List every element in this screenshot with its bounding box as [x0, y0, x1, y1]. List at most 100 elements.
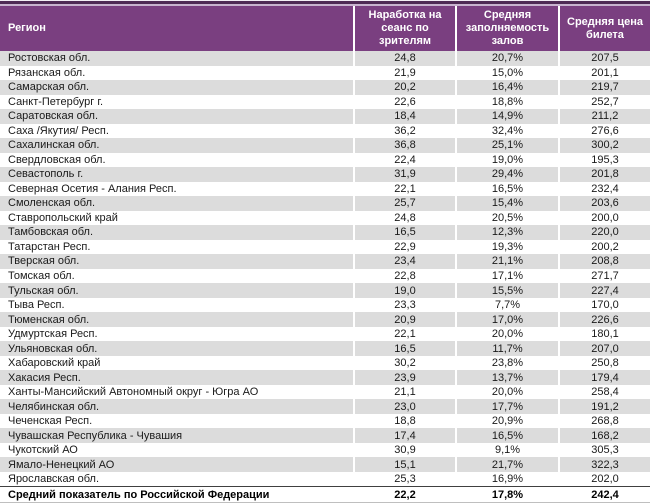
table-row: Хабаровский край 30,2 23,8% 250,8	[0, 355, 650, 371]
ticket-price-cell: 208,8	[558, 254, 650, 269]
region-cell: Тюменская обл.	[0, 312, 353, 327]
occupancy-cell: 9,1%	[455, 442, 558, 458]
viewers-per-session-cell: 30,9	[353, 442, 455, 458]
occupancy-cell: 16,5%	[455, 428, 558, 443]
occupancy-cell: 16,5%	[455, 181, 558, 197]
summary-occupancy-value: 17,8%	[455, 487, 558, 502]
occupancy-cell: 19,3%	[455, 239, 558, 255]
table-row: Челябинская обл. 23,0 17,7% 191,2	[0, 399, 650, 414]
region-cell: Тамбовская обл.	[0, 225, 353, 240]
viewers-per-session-cell: 22,6	[353, 94, 455, 110]
viewers-per-session-cell: 23,9	[353, 370, 455, 385]
viewers-per-session-cell: 18,8	[353, 413, 455, 429]
table-body: Ростовская обл. 24,8 20,7% 207,5 Рязанск…	[0, 51, 650, 503]
region-cell: Саратовская обл.	[0, 109, 353, 124]
table-row: Томская обл. 22,8 17,1% 271,7	[0, 268, 650, 284]
occupancy-cell: 23,8%	[455, 355, 558, 371]
column-header-ticket-price: Средняя цена билета	[558, 6, 650, 51]
region-cell: Чукотский АО	[8, 444, 78, 457]
viewers-per-session-cell: 22,1	[353, 181, 455, 197]
viewers-per-session-cell: 19,0	[353, 283, 455, 298]
table-row: Тюменская обл. 20,9 17,0% 226,6	[0, 312, 650, 327]
viewers-per-session-cell: 25,3	[353, 471, 455, 487]
table-row: Чеченская Респ. 18,8 20,9% 268,8	[0, 413, 650, 429]
viewers-per-session-cell: 24,8	[353, 51, 455, 66]
viewers-per-session-cell: 22,1	[353, 326, 455, 342]
occupancy-cell: 25,1%	[455, 138, 558, 153]
table-row: Чувашская Республика - Чувашия 17,4 16,5…	[0, 428, 650, 443]
region-cell: Сахалинская обл.	[0, 138, 353, 153]
viewers-per-session-cell: 23,4	[353, 254, 455, 269]
region-cell: Хабаровский край	[8, 357, 101, 370]
occupancy-cell: 17,0%	[455, 312, 558, 327]
occupancy-cell: 14,9%	[455, 109, 558, 124]
table-row: Тамбовская обл. 16,5 12,3% 220,0	[0, 225, 650, 240]
viewers-per-session-cell: 23,0	[353, 399, 455, 414]
region-cell: Тверская обл.	[0, 254, 353, 269]
region-cell: Ростовская обл.	[0, 51, 353, 66]
table-row: Севастополь г. 31,9 29,4% 201,8	[0, 167, 650, 182]
region-cell: Ставропольский край	[8, 211, 118, 224]
viewers-per-session-cell: 25,7	[353, 196, 455, 211]
viewers-per-session-cell: 16,5	[353, 341, 455, 356]
ticket-price-cell: 202,0	[558, 471, 650, 487]
ticket-price-cell: 168,2	[558, 428, 650, 443]
viewers-per-session-cell: 17,4	[353, 428, 455, 443]
ticket-price-cell: 203,6	[558, 196, 650, 211]
region-cell: Татарстан Респ.	[8, 240, 91, 253]
table-row: Тверская обл. 23,4 21,1% 208,8	[0, 254, 650, 269]
ticket-price-cell: 322,3	[558, 457, 650, 472]
summary-price-value: 242,4	[558, 487, 650, 502]
ticket-price-cell: 207,0	[558, 341, 650, 356]
occupancy-cell: 13,7%	[455, 370, 558, 385]
ticket-price-cell: 170,0	[558, 297, 650, 313]
table-header-row: Регион Наработка на сеанс по зрителям Ср…	[0, 6, 650, 51]
region-cell: Ямало-Ненецкий АО	[0, 457, 353, 472]
region-cell: Северная Осетия - Алания Респ.	[8, 182, 177, 195]
occupancy-cell: 16,9%	[455, 471, 558, 487]
occupancy-cell: 11,7%	[455, 341, 558, 356]
occupancy-cell: 12,3%	[455, 225, 558, 240]
table-row: Тульская обл. 19,0 15,5% 227,4	[0, 283, 650, 298]
viewers-per-session-cell: 22,8	[353, 268, 455, 284]
region-cell: Рязанская обл.	[8, 66, 86, 79]
viewers-per-session-cell: 16,5	[353, 225, 455, 240]
table-row: Свердловская обл. 22,4 19,0% 195,3	[0, 152, 650, 168]
region-cell: Томская обл.	[8, 269, 75, 282]
ticket-price-cell: 207,5	[558, 51, 650, 66]
table-row: Сахалинская обл. 36,8 25,1% 300,2	[0, 138, 650, 153]
top-accent-line-dark	[0, 1, 650, 4]
table-row: Самарская обл. 20,2 16,4% 219,7	[0, 80, 650, 95]
region-cell: Чувашская Республика - Чувашия	[0, 428, 353, 443]
column-header-region: Регион	[8, 22, 46, 34]
column-header-viewers-per-session: Наработка на сеанс по зрителям	[353, 6, 455, 51]
top-accent-line-light	[0, 4, 650, 6]
occupancy-cell: 19,0%	[455, 152, 558, 168]
summary-region-label: Средний показатель по Российской Федерац…	[8, 488, 270, 501]
occupancy-cell: 20,9%	[455, 413, 558, 429]
occupancy-cell: 29,4%	[455, 167, 558, 182]
ticket-price-cell: 219,7	[558, 80, 650, 95]
region-cell: Тыва Респ.	[8, 299, 65, 312]
region-cell: Удмуртская Респ.	[8, 328, 98, 341]
ticket-price-cell: 211,2	[558, 109, 650, 124]
occupancy-cell: 15,0%	[455, 65, 558, 81]
summary-viewers-value: 22,2	[353, 487, 455, 502]
viewers-per-session-cell: 22,4	[353, 152, 455, 168]
table-row: Северная Осетия - Алания Респ. 22,1 16,5…	[0, 181, 650, 197]
occupancy-cell: 20,0%	[455, 326, 558, 342]
region-cell: Ульяновская обл.	[0, 341, 353, 356]
table-row: Ямало-Ненецкий АО 15,1 21,7% 322,3	[0, 457, 650, 472]
occupancy-cell: 15,5%	[455, 283, 558, 298]
table-row: Рязанская обл. 21,9 15,0% 201,1	[0, 65, 650, 81]
ticket-price-cell: 276,6	[558, 123, 650, 139]
occupancy-cell: 7,7%	[455, 297, 558, 313]
ticket-price-cell: 201,8	[558, 167, 650, 182]
occupancy-cell: 20,5%	[455, 210, 558, 226]
table-row: Удмуртская Респ. 22,1 20,0% 180,1	[0, 326, 650, 342]
viewers-per-session-cell: 24,8	[353, 210, 455, 226]
region-cell: Тульская обл.	[0, 283, 353, 298]
ticket-price-cell: 258,4	[558, 384, 650, 400]
viewers-per-session-cell: 20,2	[353, 80, 455, 95]
